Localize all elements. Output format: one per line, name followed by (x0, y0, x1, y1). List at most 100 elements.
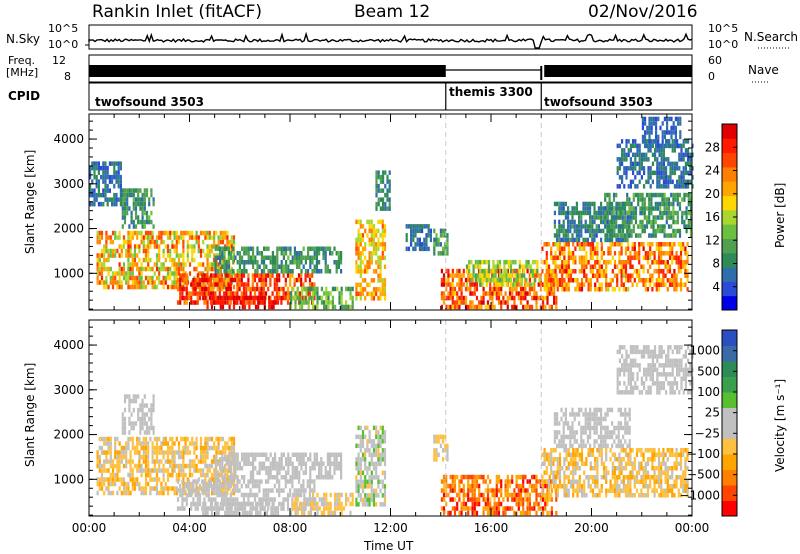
power-cell (589, 287, 592, 292)
power-cell (672, 197, 675, 202)
power-cell (660, 260, 663, 265)
power-cell (104, 183, 107, 189)
nsky-label: N.Sky (6, 32, 41, 46)
velocity-cell (179, 483, 182, 489)
power-cell (446, 242, 449, 247)
velocity-cell (196, 488, 199, 493)
velocity-cell (144, 459, 148, 464)
power-cell (673, 139, 676, 144)
power-cell (240, 291, 243, 296)
velocity-cell (322, 475, 325, 480)
velocity-cell (249, 452, 252, 457)
power-cell (546, 295, 549, 301)
velocity-cell (221, 501, 225, 507)
power-cell (671, 166, 674, 171)
power-cell (132, 201, 135, 207)
power-cell (648, 121, 651, 126)
power-cell (589, 201, 592, 207)
power-cell (542, 304, 545, 310)
power-cell (129, 253, 132, 258)
power-cell (618, 251, 621, 256)
power-cell (593, 210, 596, 216)
power-cell (674, 130, 677, 135)
velocity-cell (230, 506, 233, 511)
velocity-cell (368, 448, 371, 453)
velocity-cell (127, 486, 130, 491)
power-cell (368, 291, 371, 297)
velocity-cell (322, 461, 325, 466)
power-cell (618, 255, 621, 260)
power-cell (377, 287, 380, 292)
velocity-cell (300, 501, 303, 507)
power-cell (656, 148, 659, 153)
velocity-cell (151, 459, 154, 464)
power-cell (312, 291, 315, 296)
velocity-cell (375, 443, 378, 449)
power-cell (479, 282, 482, 287)
velocity-cell (247, 492, 250, 498)
power-cell (595, 233, 598, 238)
power-cell (120, 284, 123, 290)
power-cell (361, 278, 365, 283)
power-cell (497, 291, 501, 296)
velocity-cell (379, 502, 382, 507)
date-title: 02/Nov/2016 (588, 2, 698, 22)
power-cell (160, 262, 163, 267)
power-cell (684, 269, 687, 274)
power-cell (214, 264, 217, 269)
power-cell (370, 260, 373, 265)
power-cell (250, 295, 253, 301)
power-cell (493, 286, 496, 292)
power-cell (357, 242, 360, 247)
power-cell (269, 255, 272, 260)
power-cell (550, 286, 553, 292)
station-title: Rankin Inlet (fitACF) (92, 2, 263, 22)
power-cell (173, 244, 176, 249)
velocity-cell (210, 463, 214, 469)
power-cell (141, 219, 144, 225)
power-cell (437, 251, 440, 256)
power-cell (340, 300, 343, 305)
power-cell (591, 237, 594, 243)
power-cell (661, 121, 664, 126)
power-cell (166, 266, 170, 272)
power-cell (647, 179, 650, 185)
velocity-cell (150, 425, 153, 431)
power-cell (678, 166, 681, 171)
velocity-cell (182, 472, 185, 478)
velocity-cell (215, 501, 218, 507)
power-cell (617, 215, 620, 220)
velocity-cell (133, 445, 137, 451)
power-cell (660, 278, 663, 283)
nsky-panel-frame (88, 24, 693, 50)
power-cell (300, 255, 303, 260)
power-cell (659, 201, 662, 207)
power-cell (583, 269, 586, 274)
power-cell (573, 219, 576, 225)
power-cell (621, 175, 624, 180)
power-cell (485, 277, 488, 283)
power-cell (671, 179, 674, 185)
velocity-cell (212, 488, 215, 493)
power-cell (89, 183, 92, 189)
velocity-cell (203, 488, 206, 493)
power-cell (675, 278, 678, 283)
power-cell (596, 251, 599, 256)
velocity-cell (216, 501, 219, 507)
power-cell (664, 282, 667, 287)
power-cell (627, 184, 630, 189)
power-cell (632, 139, 635, 144)
power-cell (355, 269, 358, 274)
velocity-cell (370, 488, 373, 494)
power-cell (377, 183, 380, 189)
power-cell (650, 121, 653, 126)
power-cell (96, 275, 99, 281)
velocity-cell (269, 461, 272, 466)
power-cell (224, 235, 227, 240)
velocity-cell (194, 488, 197, 493)
power-cell (647, 170, 650, 176)
power-cell (626, 210, 629, 216)
power-cell (181, 286, 184, 292)
velocity-cell (223, 501, 226, 507)
power-cell (127, 280, 130, 285)
